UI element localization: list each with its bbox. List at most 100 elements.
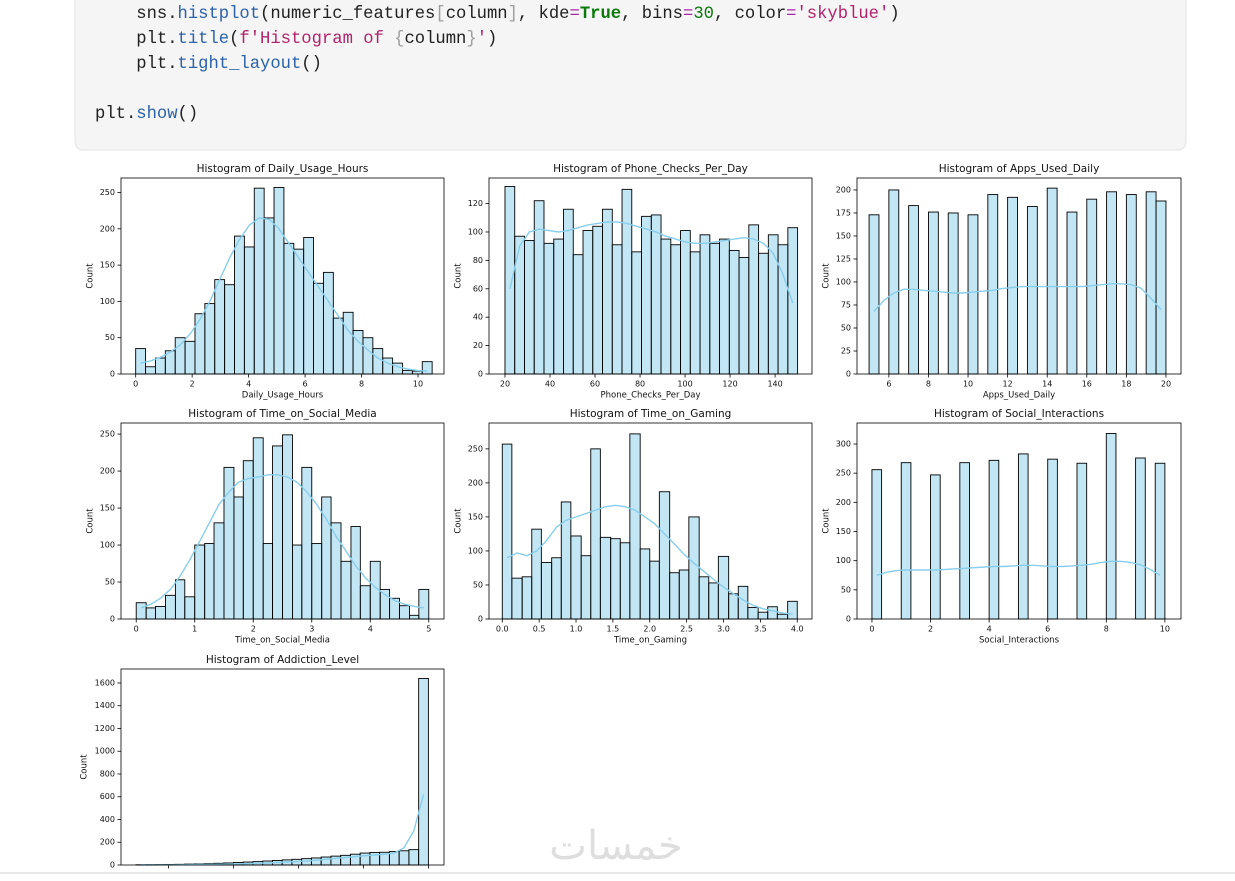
bar: [1047, 458, 1058, 620]
y-tick-label: 0: [478, 615, 483, 624]
bar: [709, 242, 721, 375]
kde-line: [140, 474, 424, 609]
code-cell: [74, 0, 1187, 151]
bar: [409, 614, 420, 620]
bar: [543, 242, 555, 375]
bar: [737, 585, 749, 620]
code-line: plt.tight_layout(): [95, 55, 322, 74]
bar: [421, 361, 433, 375]
bar: [708, 582, 719, 620]
x-tick-label: 8: [359, 380, 364, 389]
bar: [611, 244, 623, 375]
y-tick-label: 50: [473, 580, 483, 589]
bar: [738, 257, 750, 375]
bar: [1106, 191, 1117, 375]
y-tick-label: 150: [468, 512, 483, 521]
bar: [678, 569, 690, 620]
y-tick-label: 200: [836, 498, 851, 507]
bar: [504, 186, 516, 375]
code-token: {: [394, 30, 404, 49]
bar: [1017, 453, 1029, 620]
histogram-chart: 0 50 100 150 200 250 0 1 2 3 4 5 Histogram of Time_o…: [86, 408, 445, 646]
kde-line: [509, 221, 794, 304]
bar: [372, 348, 384, 375]
y-axis-label: Count: [822, 508, 832, 534]
bar: [688, 516, 700, 620]
bar: [418, 588, 430, 620]
y-tick-label: 0: [110, 370, 115, 379]
code-token: =: [570, 5, 580, 24]
kde-line: [873, 283, 1162, 312]
y-axis-label: Count: [822, 263, 832, 289]
code-token: (): [301, 55, 322, 74]
code-token: , color: [714, 5, 786, 24]
bar: [551, 557, 562, 620]
axes-frame: [120, 668, 445, 866]
bar: [272, 445, 283, 620]
code-token: ': [477, 30, 487, 49]
x-tick-label: 2.5: [680, 625, 693, 634]
y-tick-label: 150: [100, 261, 115, 270]
x-tick-label: 8: [1104, 625, 1109, 634]
bar: [1066, 211, 1078, 375]
y-tick-label: 800: [100, 769, 115, 778]
bar: [253, 187, 265, 375]
bar: [621, 188, 633, 375]
axes-frame: [488, 177, 813, 375]
code-token: , bins: [621, 5, 683, 24]
bar: [411, 370, 423, 375]
y-tick-label: 100: [836, 277, 851, 286]
y-tick-label: 150: [100, 504, 115, 513]
code-token: ): [487, 30, 497, 49]
x-tick-label: 100: [677, 380, 692, 389]
code-token: , kde: [518, 5, 570, 24]
x-tick-label: 60: [590, 380, 600, 389]
code-token: 'skyblue': [796, 5, 889, 24]
bar: [293, 248, 305, 375]
bar: [689, 251, 701, 375]
bar: [1135, 457, 1146, 620]
bar: [342, 311, 354, 375]
bar: [698, 576, 710, 620]
kde-line: [506, 504, 793, 615]
y-tick-label: 100: [468, 546, 483, 555]
x-tick-label: 4: [987, 625, 992, 634]
page-edge: [0, 870, 1235, 881]
y-tick-label: 0: [846, 370, 851, 379]
bar: [174, 337, 186, 375]
x-tick-label: 2.0: [643, 625, 656, 634]
y-tick-label: 200: [100, 467, 115, 476]
bar: [631, 251, 642, 375]
y-tick-label: 175: [836, 208, 851, 217]
y-tick-label: 0: [110, 615, 115, 624]
bar: [967, 214, 979, 375]
code-token: ]: [508, 5, 518, 24]
bar: [871, 469, 883, 620]
bar: [767, 234, 779, 375]
bar: [242, 460, 254, 620]
y-tick-label: 0: [478, 370, 483, 379]
code-token: (): [178, 105, 199, 124]
bar: [165, 594, 176, 620]
histogram-chart: 02004006008001000120014001600246810Histo…: [80, 654, 445, 880]
bar: [362, 337, 374, 375]
code-token: plt.: [95, 30, 178, 49]
bar: [234, 235, 245, 375]
bar: [402, 369, 413, 375]
bar: [699, 234, 711, 375]
bar: [135, 602, 147, 620]
x-tick-label: 120: [722, 380, 737, 389]
bar: [320, 856, 332, 866]
axes-frame: [488, 422, 813, 620]
bar: [777, 244, 789, 375]
code-token: column: [404, 30, 466, 49]
y-tick-label: 100: [468, 227, 483, 236]
axes-frame: [120, 177, 445, 375]
y-tick-label: 1600: [95, 678, 115, 687]
y-tick-label: 50: [841, 323, 851, 332]
y-tick-label: 20: [473, 341, 483, 350]
bar: [602, 208, 613, 375]
bar: [408, 849, 420, 866]
x-tick-label: 3.0: [717, 625, 730, 634]
bar: [592, 225, 603, 375]
